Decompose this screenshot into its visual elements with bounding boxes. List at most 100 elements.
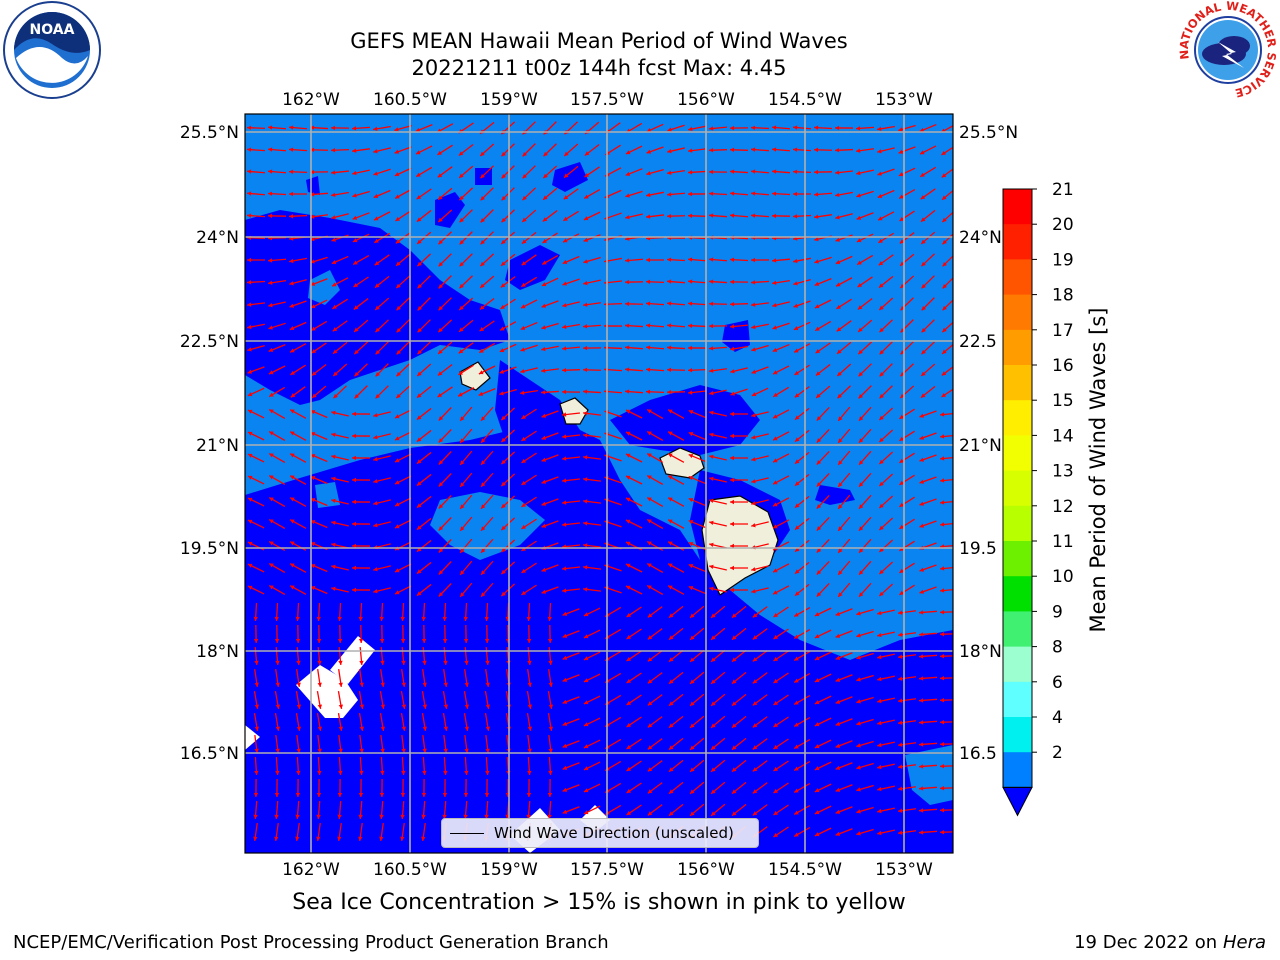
wind-arrow-head bbox=[919, 698, 924, 703]
wind-arrow-head bbox=[668, 613, 674, 618]
wind-arrow-head bbox=[709, 390, 714, 396]
wind-arrow-head bbox=[940, 434, 945, 439]
wind-arrow-head bbox=[773, 612, 779, 617]
wind-arrow-head bbox=[814, 125, 819, 130]
wind-arrow-head bbox=[247, 147, 252, 152]
wind-arrow-head bbox=[688, 170, 693, 175]
wind-arrow-head bbox=[583, 766, 589, 771]
footer-right: 19 Dec 2022 on Hera bbox=[1074, 932, 1266, 953]
wind-arrow-head bbox=[541, 390, 546, 395]
wind-arrow-head bbox=[793, 125, 798, 130]
wind-arrow-head bbox=[919, 830, 924, 835]
wind-arrow-head bbox=[814, 236, 819, 242]
wind-arrow-head bbox=[921, 371, 926, 376]
colorbar-tick-label: 10 bbox=[1052, 567, 1074, 587]
wind-arrow-head bbox=[401, 770, 406, 775]
wind-arrow-head bbox=[459, 195, 464, 201]
colorbar: 21 20 19 18 17 16 15 14 13 12 11 10 9 8 6 4 2 bbox=[1002, 180, 1074, 817]
wind-arrow-head bbox=[690, 613, 695, 618]
wind-arrow-head bbox=[856, 699, 861, 704]
wind-arrow-head bbox=[480, 261, 485, 267]
wind-arrow-head bbox=[814, 744, 820, 749]
wind-arrow-head bbox=[485, 704, 491, 709]
wind-arrow-head bbox=[709, 368, 714, 373]
wind-arrow-head bbox=[856, 655, 861, 660]
wind-arrow-head bbox=[583, 700, 589, 705]
wind-arrow-head bbox=[877, 676, 882, 682]
colorbar-tick-label: 17 bbox=[1052, 321, 1074, 341]
wind-arrow-head bbox=[646, 192, 651, 198]
wind-arrow-head bbox=[751, 479, 756, 484]
wind-arrow-head bbox=[526, 638, 532, 643]
wind-arrow-head bbox=[583, 678, 589, 683]
wind-arrow-head bbox=[274, 616, 279, 621]
wind-arrow-head bbox=[543, 151, 548, 157]
wind-arrow-head bbox=[354, 371, 359, 377]
wind-arrow-head bbox=[878, 216, 883, 221]
wind-arrow-head bbox=[773, 414, 778, 419]
wind-arrow-head bbox=[899, 458, 904, 463]
wind-arrow-head bbox=[773, 524, 778, 529]
wind-arrow-head bbox=[501, 547, 506, 553]
wind-arrow-head bbox=[543, 173, 548, 179]
wind-arrow-head bbox=[773, 744, 779, 749]
wind-arrow-head bbox=[625, 431, 631, 436]
wind-arrow-head bbox=[562, 346, 567, 351]
wind-arrow-head bbox=[562, 566, 567, 571]
wind-arrow-head bbox=[625, 171, 631, 176]
wind-arrow-head bbox=[380, 748, 385, 753]
wind-arrow-head bbox=[583, 744, 589, 749]
wind-arrow-head bbox=[438, 305, 443, 311]
wind-arrow-head bbox=[352, 126, 357, 131]
wind-arrow-head bbox=[668, 585, 673, 590]
wind-arrow-head bbox=[583, 259, 588, 264]
wind-arrow-head bbox=[752, 723, 758, 728]
wind-arrow-head bbox=[942, 283, 948, 289]
wind-arrow-head bbox=[254, 770, 259, 775]
wind-arrow-head bbox=[940, 653, 945, 659]
wind-arrow-head bbox=[940, 500, 945, 505]
wind-arrow-head bbox=[333, 393, 338, 399]
wind-arrow-head bbox=[332, 304, 337, 309]
wind-arrow-head bbox=[814, 612, 820, 617]
wind-arrow-head bbox=[940, 719, 945, 725]
wind-arrow-head bbox=[856, 677, 861, 682]
colorbar-label: Mean Period of Wind Waves [s] bbox=[1086, 307, 1110, 633]
wind-arrow-head bbox=[459, 217, 464, 223]
wind-arrow-head bbox=[625, 279, 630, 285]
wind-arrow-head bbox=[942, 305, 947, 311]
wind-arrow-head bbox=[501, 261, 506, 266]
wind-arrow-head bbox=[396, 327, 402, 333]
wind-arrow-head bbox=[709, 346, 714, 351]
wind-arrow-head bbox=[941, 392, 947, 397]
wind-arrow-head bbox=[375, 327, 380, 333]
wind-arrow-head bbox=[730, 499, 735, 505]
wind-arrow-head bbox=[352, 215, 358, 220]
wind-arrow-head bbox=[626, 766, 632, 772]
wind-arrow-head bbox=[373, 216, 379, 221]
wind-arrow-head bbox=[484, 616, 489, 621]
wind-arrow-head bbox=[548, 748, 553, 753]
wind-arrow-head bbox=[919, 479, 925, 484]
wind-arrow-head bbox=[625, 323, 630, 328]
wind-arrow-head bbox=[438, 438, 444, 443]
wind-arrow-head bbox=[268, 302, 273, 308]
wind-arrow-head bbox=[541, 346, 546, 352]
wind-arrow-head bbox=[668, 519, 673, 524]
wind-arrow-head bbox=[773, 392, 778, 397]
wind-arrow-head bbox=[838, 592, 843, 597]
wind-arrow-head bbox=[547, 814, 552, 819]
wind-arrow-head bbox=[899, 590, 904, 595]
lon-tick-label-bottom: 159°W bbox=[480, 860, 538, 880]
wind-arrow-head bbox=[879, 503, 884, 509]
wind-arrow-head bbox=[877, 632, 882, 638]
wind-arrow-head bbox=[247, 475, 253, 480]
wind-arrow-head bbox=[625, 585, 631, 590]
wind-arrow-head bbox=[373, 567, 378, 572]
wind-arrow-head bbox=[375, 305, 380, 310]
colorbar-segment bbox=[1003, 294, 1032, 331]
wind-arrow-head bbox=[940, 741, 945, 747]
wind-arrow-head bbox=[838, 526, 843, 531]
wind-arrow-head bbox=[338, 704, 344, 709]
wind-arrow-head bbox=[375, 393, 380, 399]
